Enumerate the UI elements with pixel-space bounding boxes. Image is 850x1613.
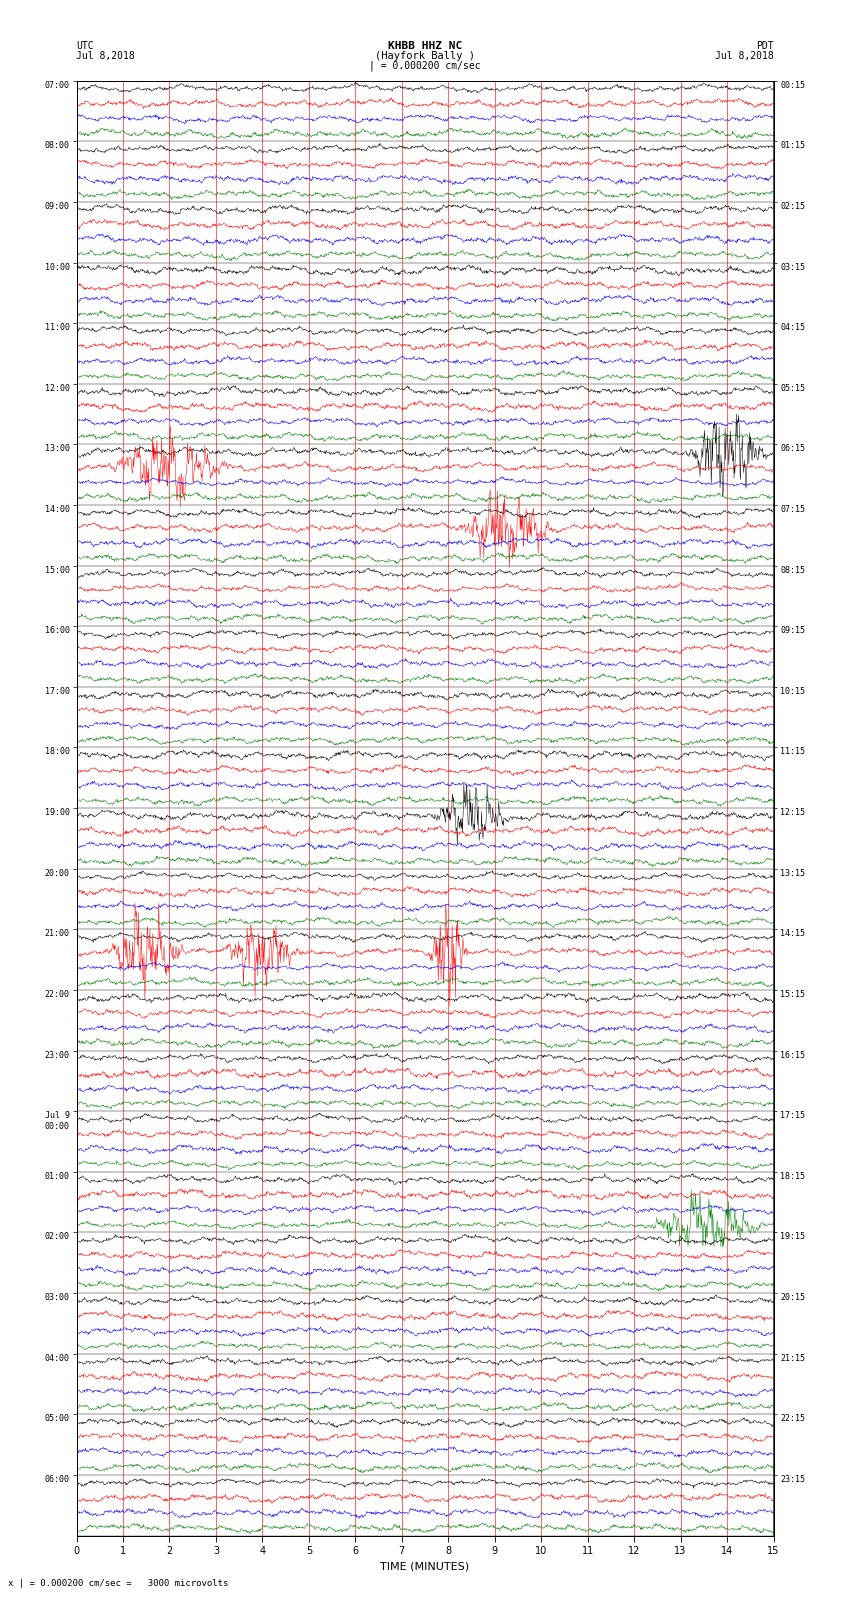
Text: (Hayfork Bally ): (Hayfork Bally ) <box>375 52 475 61</box>
Text: x | = 0.000200 cm/sec =   3000 microvolts: x | = 0.000200 cm/sec = 3000 microvolts <box>8 1579 229 1589</box>
Text: PDT: PDT <box>756 40 774 50</box>
X-axis label: TIME (MINUTES): TIME (MINUTES) <box>381 1561 469 1571</box>
Text: Jul 8,2018: Jul 8,2018 <box>715 52 774 61</box>
Text: UTC: UTC <box>76 40 94 50</box>
Text: | = 0.000200 cm/sec: | = 0.000200 cm/sec <box>369 60 481 71</box>
Text: Jul 8,2018: Jul 8,2018 <box>76 52 135 61</box>
Text: KHBB HHZ NC: KHBB HHZ NC <box>388 40 462 50</box>
